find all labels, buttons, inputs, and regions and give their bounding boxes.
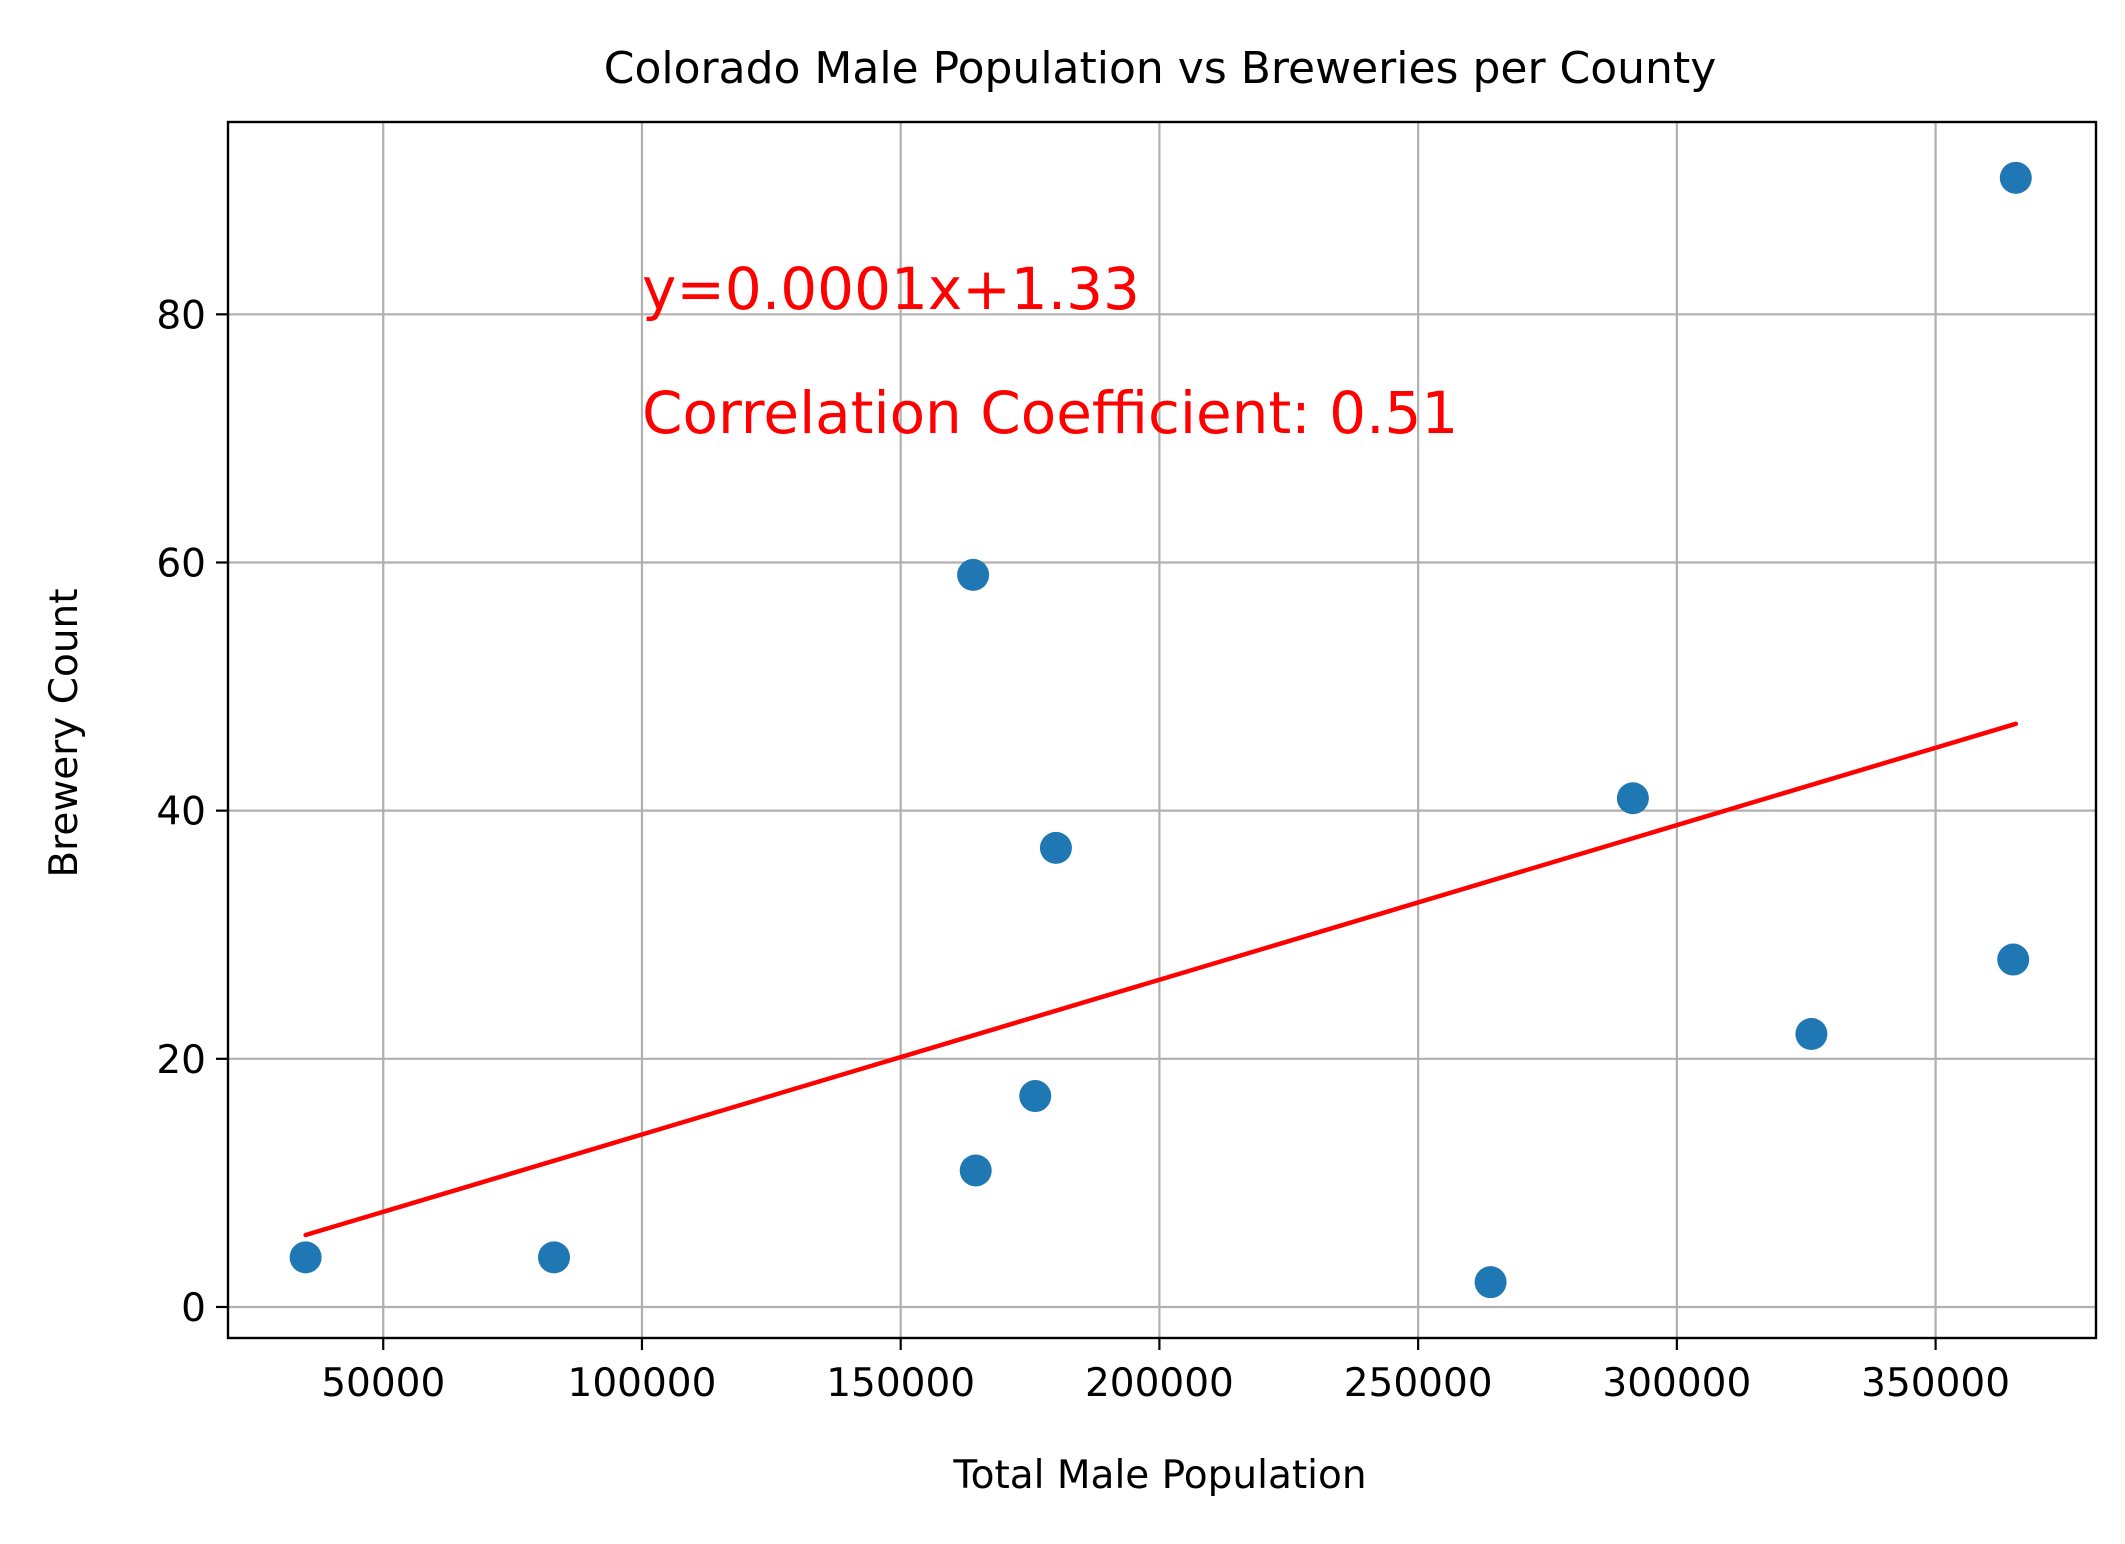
plot-area-frame: [226, 120, 2098, 1340]
scatter-point: [1039, 831, 1072, 864]
y-tick-label: 40: [156, 790, 206, 835]
scatter-point: [289, 1241, 322, 1274]
y-tick-label: 0: [181, 1286, 206, 1331]
data-points: [289, 161, 2032, 1299]
x-axis-label: Total Male Population: [952, 1453, 1366, 1498]
x-tick-label: 300000: [1602, 1361, 1751, 1406]
scatter-point: [1616, 782, 1649, 815]
y-tick-label: 60: [156, 541, 206, 586]
regression-layer: [303, 721, 2019, 1238]
y-tick-label: 80: [156, 293, 206, 338]
correlation-coefficient-label: Correlation Coefficient: 0.51: [642, 379, 1458, 447]
y-axis-ticks: 0 20 40 60 80: [156, 293, 228, 1331]
scatter-point: [1997, 943, 2030, 976]
y-tick-label: 20: [156, 1038, 206, 1083]
x-tick-label: 100000: [568, 1361, 717, 1406]
x-tick-label: 150000: [826, 1361, 975, 1406]
x-tick-label: 50000: [321, 1361, 445, 1406]
x-tick-label: 250000: [1344, 1361, 1493, 1406]
chart-title: Colorado Male Population vs Breweries pe…: [604, 43, 1717, 94]
regression-equation-label: y=0.0001x+1.33: [642, 255, 1140, 323]
scatter-point: [537, 1241, 570, 1274]
regression-line: [303, 721, 2019, 1238]
scatter-point: [959, 1154, 992, 1187]
grid-lines: [228, 122, 2096, 1338]
x-tick-label: 350000: [1861, 1361, 2010, 1406]
scatter-point: [1474, 1266, 1507, 1299]
scatter-point: [1795, 1018, 1828, 1050]
x-axis-ticks: 50000 100000 150000 200000 250000 300000 35000…: [321, 1338, 2010, 1406]
scatter-point: [1999, 161, 2032, 194]
scatter-point: [1019, 1080, 1052, 1113]
y-axis-label: Brewery Count: [42, 588, 87, 877]
x-tick-label: 200000: [1085, 1361, 1234, 1406]
scatter-point: [957, 558, 990, 591]
